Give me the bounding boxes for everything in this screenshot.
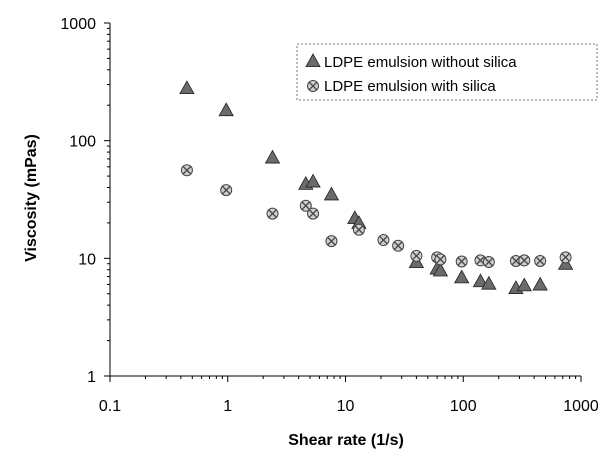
data-point-with-silica bbox=[410, 249, 423, 262]
data-point-with-silica bbox=[299, 199, 312, 212]
data-point-without-silica bbox=[264, 149, 281, 164]
data-point-with-silica bbox=[482, 256, 495, 269]
data-point-without-silica bbox=[432, 262, 449, 277]
data-point-with-silica bbox=[509, 254, 522, 267]
y-tick-label: 10 bbox=[78, 251, 96, 268]
legend-marker-with-silica bbox=[307, 80, 319, 92]
legend: LDPE emulsion without silica LDPE emulsi… bbox=[296, 43, 598, 101]
data-point-without-silica bbox=[481, 275, 497, 290]
data-point-with-silica bbox=[352, 223, 365, 236]
legend-label-with-silica: LDPE emulsion with silica bbox=[324, 78, 496, 95]
data-point-with-silica bbox=[325, 235, 338, 248]
legend-box bbox=[296, 43, 598, 101]
data-point-with-silica bbox=[434, 253, 447, 266]
data-point-with-silica bbox=[220, 184, 233, 197]
data-point-without-silica bbox=[532, 276, 548, 291]
legend-marker-without-silica bbox=[305, 53, 321, 67]
data-point-without-silica bbox=[305, 173, 321, 188]
legend-triangle-icon bbox=[305, 53, 321, 67]
data-point-with-silica bbox=[377, 234, 390, 247]
points-layer bbox=[179, 80, 574, 294]
data-point-without-silica bbox=[218, 102, 234, 117]
y-axis-title: Viscosity (mPas) bbox=[23, 134, 40, 262]
x-tick-label: 1000 bbox=[563, 398, 599, 415]
data-point-with-silica bbox=[518, 254, 531, 267]
x-tick-label: 1 bbox=[223, 398, 232, 415]
x-tick-label: 0.1 bbox=[99, 398, 121, 415]
legend-circle-x-icon bbox=[307, 80, 319, 92]
data-point-with-silica bbox=[559, 251, 572, 264]
data-point-without-silica bbox=[454, 269, 470, 284]
legend-entry-without-silica: LDPE emulsion without silica bbox=[305, 53, 517, 71]
legend-label-without-silica: LDPE emulsion without silica bbox=[324, 54, 517, 71]
data-point-without-silica bbox=[472, 273, 489, 288]
x-axis-title: Shear rate (1/s) bbox=[288, 432, 404, 449]
data-point-without-silica bbox=[323, 186, 340, 201]
y-tick-label: 1 bbox=[87, 369, 96, 386]
data-point-with-silica bbox=[307, 207, 320, 220]
data-point-without-silica bbox=[179, 80, 195, 95]
legend-entry-with-silica: LDPE emulsion with silica bbox=[307, 78, 496, 95]
data-point-with-silica bbox=[455, 255, 468, 268]
data-point-without-silica bbox=[516, 277, 532, 292]
x-tick-label: 10 bbox=[337, 398, 355, 415]
data-point-with-silica bbox=[534, 254, 547, 267]
data-point-with-silica bbox=[392, 239, 405, 252]
y-tick-label: 100 bbox=[69, 134, 96, 151]
x-tick-label: 100 bbox=[450, 398, 477, 415]
data-point-with-silica bbox=[180, 164, 193, 177]
y-tick-label: 1000 bbox=[60, 16, 96, 33]
data-point-with-silica bbox=[266, 207, 279, 220]
